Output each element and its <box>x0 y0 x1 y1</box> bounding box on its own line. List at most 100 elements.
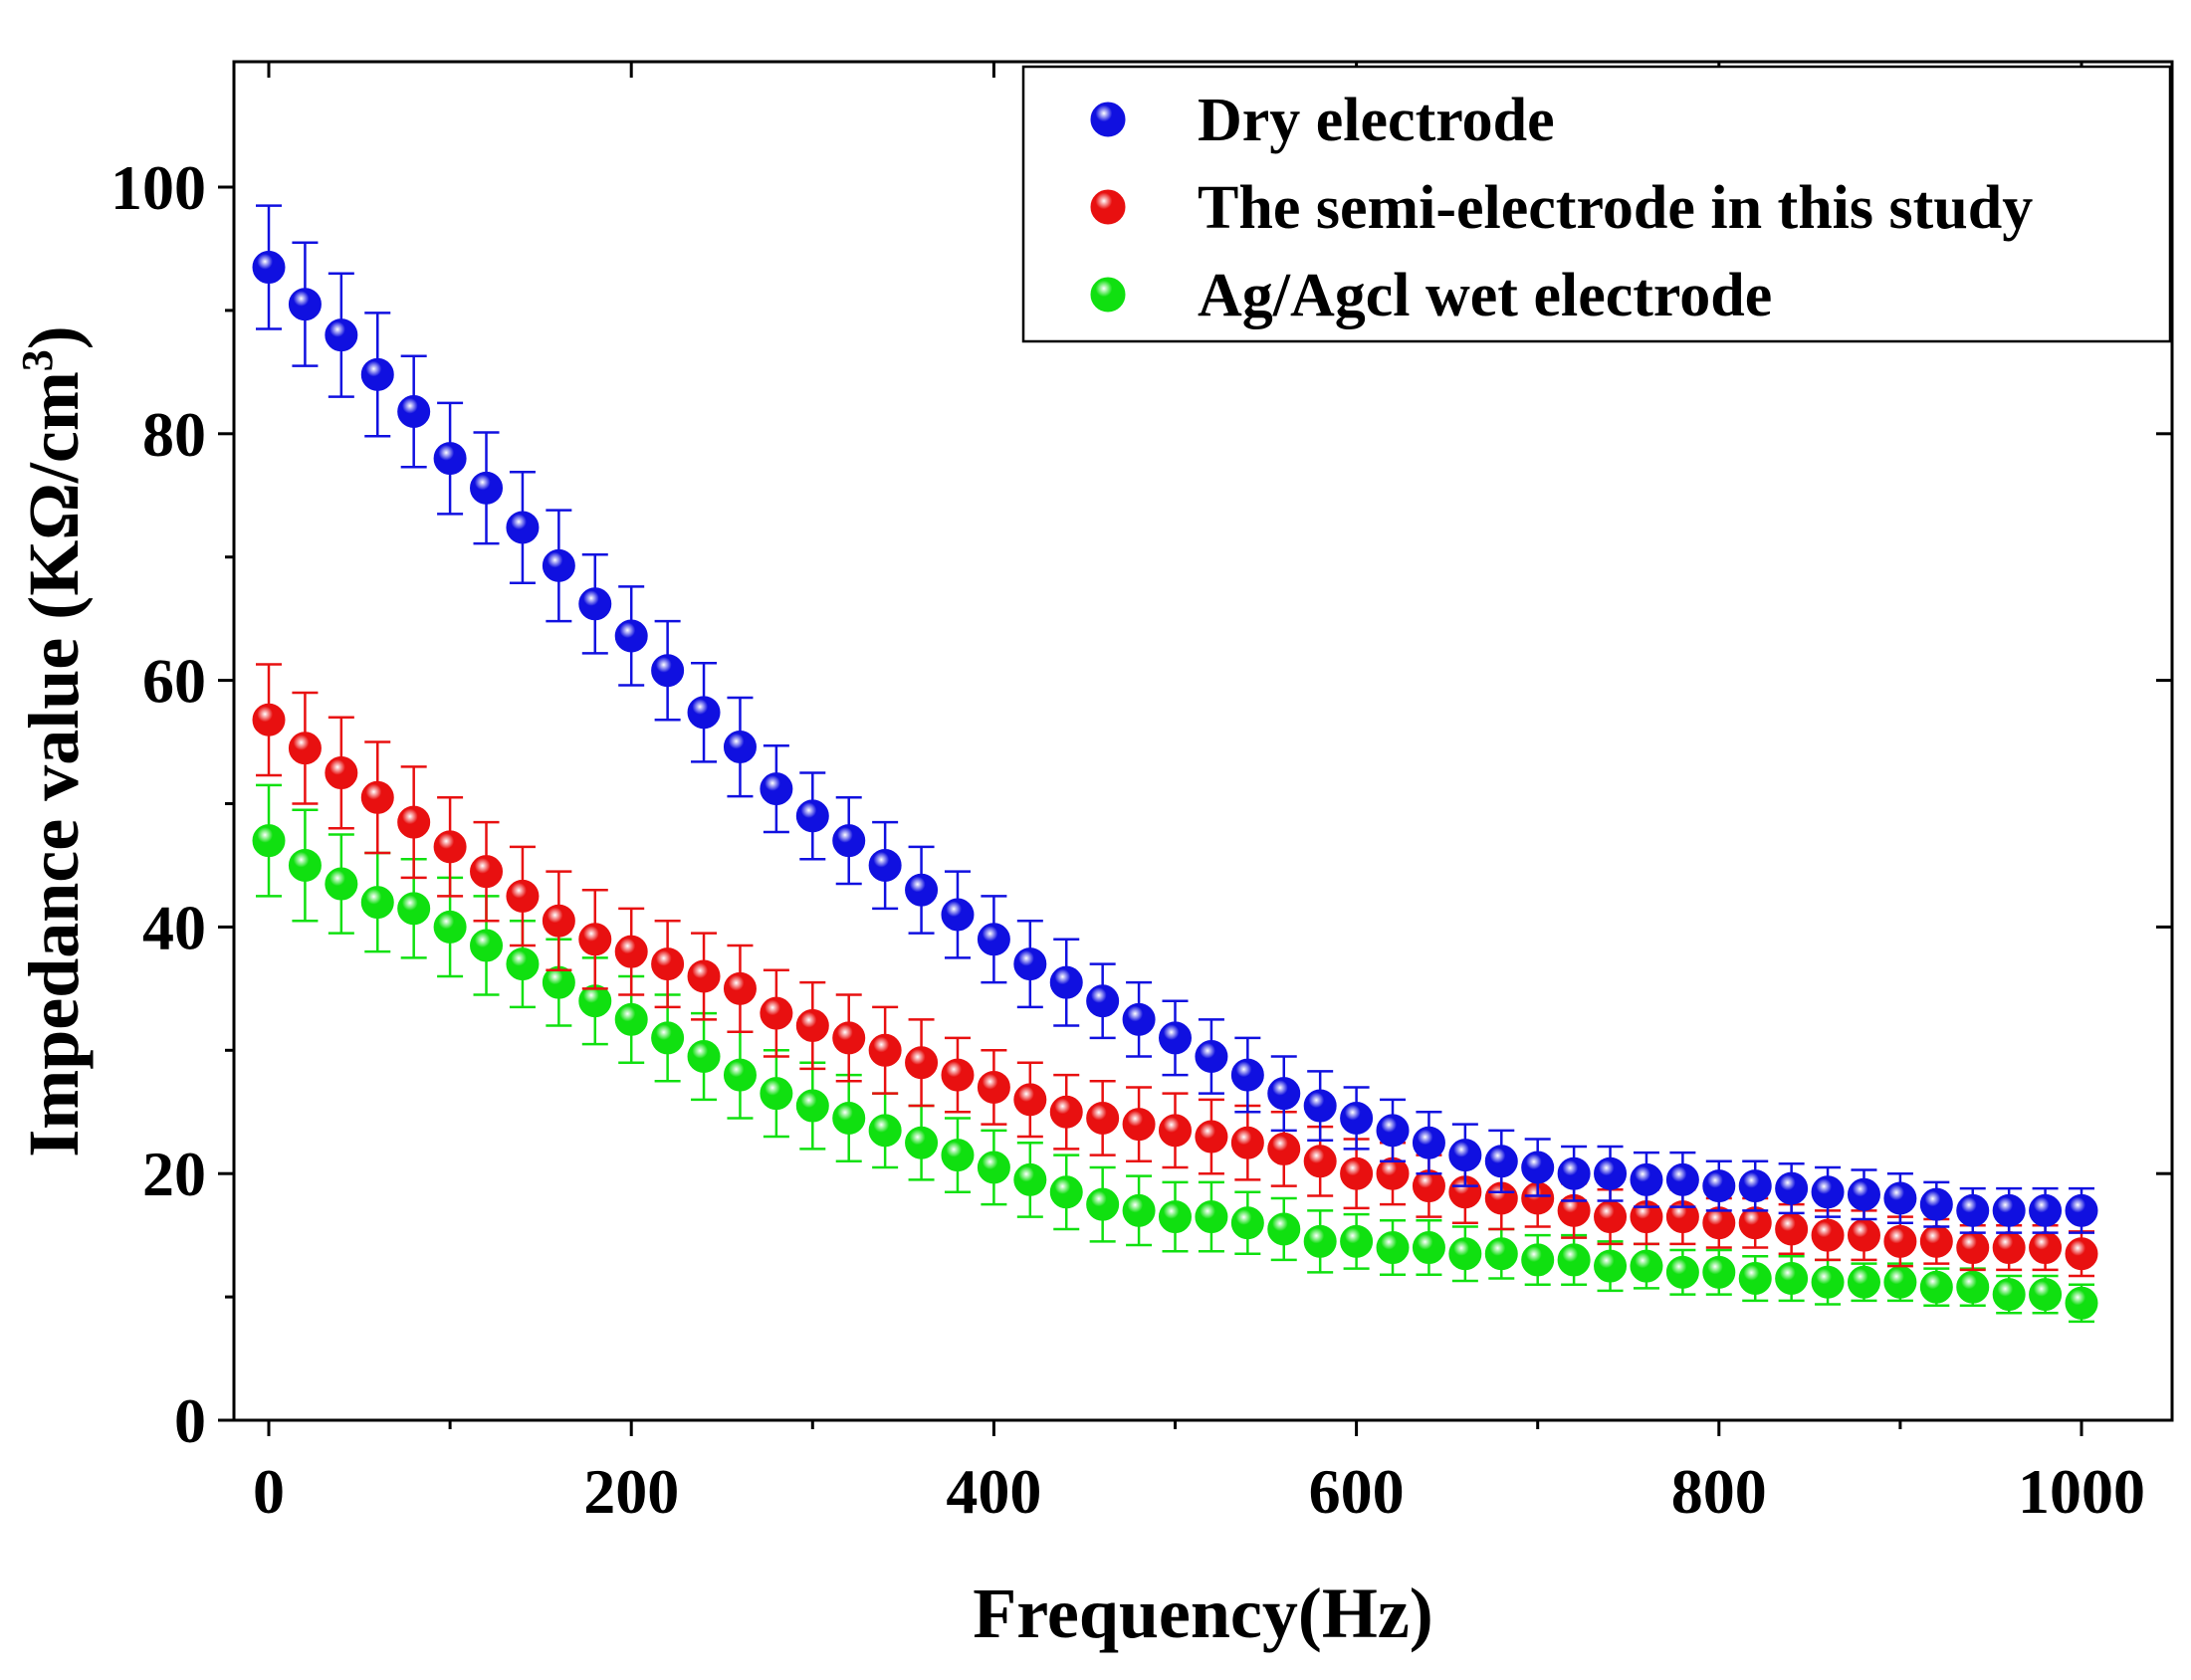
data-point <box>614 1002 648 1036</box>
data-point <box>1484 1237 1518 1271</box>
legend: Dry electrode The semi-electrode in this … <box>1021 65 2172 343</box>
data-point <box>1594 1249 1628 1283</box>
data-point <box>795 1009 829 1043</box>
data-point <box>1267 1077 1301 1111</box>
data-point <box>868 1033 902 1067</box>
data-point <box>1412 1126 1445 1159</box>
data-point <box>1448 1237 1482 1271</box>
legend-marker <box>1090 277 1126 313</box>
data-point <box>1557 1243 1591 1277</box>
data-point <box>506 947 540 981</box>
data-point <box>433 910 467 944</box>
data-point <box>1013 1083 1047 1117</box>
data-point <box>1303 1145 1337 1178</box>
data-point <box>1992 1193 2026 1227</box>
data-point <box>687 1039 721 1073</box>
data-point <box>1267 1132 1301 1165</box>
data-point <box>542 548 575 582</box>
data-point <box>1847 1177 1880 1211</box>
data-point <box>506 879 540 913</box>
data-point <box>1992 1278 2026 1312</box>
data-point <box>941 898 975 932</box>
data-point <box>1195 1200 1228 1234</box>
data-point <box>1883 1224 1917 1258</box>
data-point <box>1122 1108 1156 1142</box>
data-point <box>614 619 648 653</box>
data-point <box>1956 1270 1990 1304</box>
data-point <box>1195 1120 1228 1154</box>
data-point <box>1883 1181 1917 1215</box>
y-axis-title-main: Impedance value (KΩ/cm <box>14 371 94 1157</box>
data-point <box>397 805 431 839</box>
data-point <box>288 732 322 765</box>
data-point <box>1086 984 1120 1018</box>
data-point <box>1883 1265 1917 1299</box>
data-point <box>795 1089 829 1123</box>
data-point <box>325 318 358 352</box>
plot-frame <box>232 60 2174 1422</box>
data-point <box>905 873 939 907</box>
data-point <box>1594 1200 1628 1234</box>
y-axis-title: Impedance value (KΩ/cm3) <box>13 325 94 1157</box>
data-point <box>832 1021 866 1055</box>
data-point <box>360 780 394 814</box>
data-point <box>1775 1212 1809 1246</box>
y-tick-label: 100 <box>110 152 206 223</box>
data-point <box>252 824 286 858</box>
data-point <box>1122 1002 1156 1036</box>
x-tick-label: 800 <box>1671 1456 1767 1527</box>
data-point <box>760 772 793 806</box>
data-point <box>977 923 1010 956</box>
x-tick-label: 1000 <box>2018 1456 2145 1527</box>
data-point <box>868 848 902 882</box>
data-point <box>2065 1193 2098 1227</box>
data-point <box>1630 1249 1663 1283</box>
data-point <box>1340 1101 1374 1135</box>
data-point <box>651 654 685 688</box>
series-1 <box>252 663 2098 1278</box>
y-axis-title-suffix: ) <box>14 325 94 349</box>
data-point <box>1521 1151 1555 1184</box>
data-point <box>832 1101 866 1135</box>
data-point <box>1811 1218 1845 1252</box>
legend-label: The semi-electrode in this study <box>1198 174 2033 242</box>
series-2 <box>252 783 2098 1324</box>
data-point <box>1230 1126 1264 1159</box>
data-point <box>506 511 540 544</box>
legend-label: Ag/Agcl wet electrode <box>1198 262 1772 329</box>
data-point <box>1376 1231 1410 1265</box>
data-point <box>578 587 612 621</box>
data-point <box>941 1058 975 1092</box>
data-point <box>1195 1039 1228 1073</box>
data-point <box>288 288 322 321</box>
data-point <box>2065 1286 2098 1320</box>
data-point <box>1665 1162 1699 1196</box>
data-point <box>1159 1114 1192 1148</box>
data-point <box>905 1046 939 1080</box>
data-point <box>1738 1262 1772 1296</box>
data-point <box>1013 1162 1047 1196</box>
data-point <box>687 696 721 730</box>
data-point <box>1919 1224 1953 1258</box>
y-tick-label: 20 <box>142 1139 206 1209</box>
data-point <box>470 855 504 889</box>
data-point <box>905 1126 939 1159</box>
data-point <box>1521 1243 1555 1277</box>
data-point <box>2029 1193 2063 1227</box>
data-point <box>252 251 286 285</box>
data-point <box>360 357 394 391</box>
data-point <box>2029 1231 2063 1265</box>
data-point <box>977 1151 1010 1184</box>
x-tick-label: 200 <box>583 1456 679 1527</box>
data-point <box>542 904 575 938</box>
x-tick-label: 400 <box>946 1456 1041 1527</box>
data-point <box>1412 1231 1445 1265</box>
data-point <box>288 848 322 882</box>
data-point <box>760 996 793 1030</box>
data-point <box>723 971 757 1005</box>
data-point <box>1956 1231 1990 1265</box>
data-point <box>1702 1255 1736 1289</box>
data-point <box>1303 1089 1337 1123</box>
data-point <box>1049 1095 1083 1129</box>
data-point <box>1122 1193 1156 1227</box>
